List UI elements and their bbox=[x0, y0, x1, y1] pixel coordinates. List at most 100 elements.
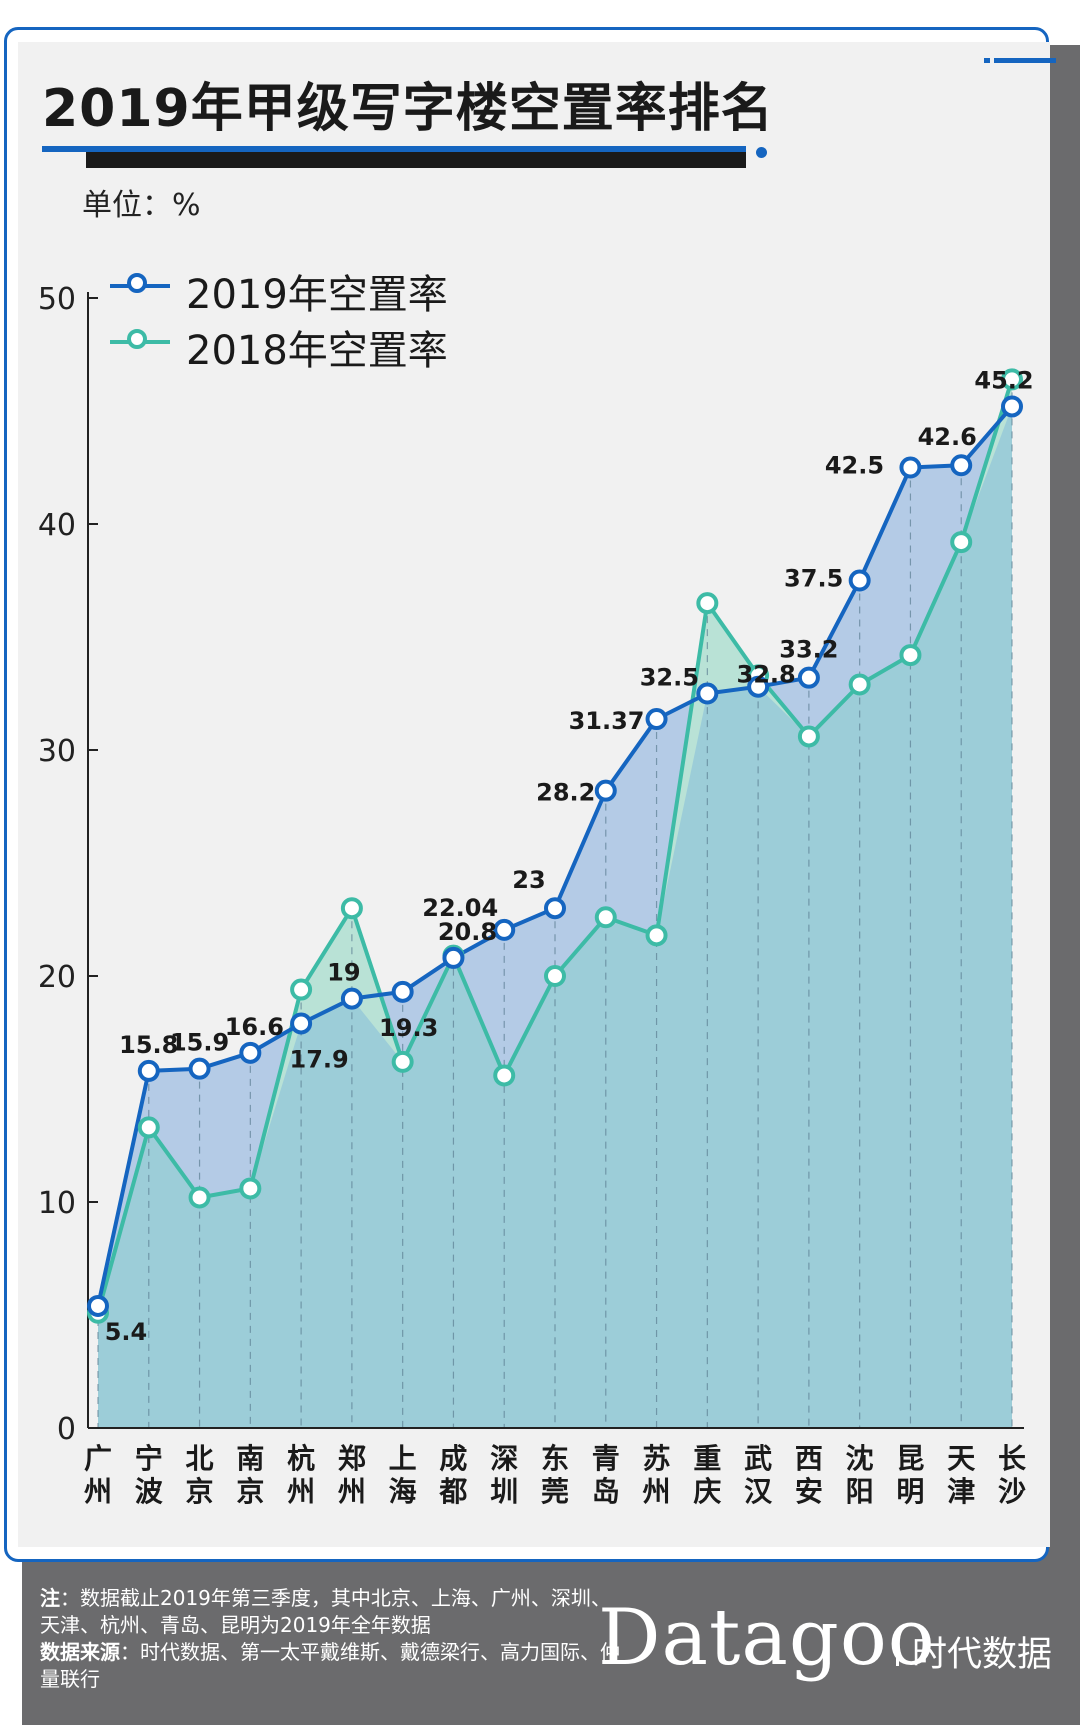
legend-item-2019: 2019年空置率 bbox=[110, 262, 530, 318]
point-2018 bbox=[340, 897, 363, 920]
data-label-2019: 15.9 bbox=[170, 1029, 229, 1057]
point-2019 bbox=[290, 1012, 313, 1035]
point-2019 bbox=[797, 666, 820, 689]
x-tick-label: 波 bbox=[135, 1475, 164, 1508]
brand-subtitle: 时代数据 bbox=[912, 1635, 1053, 1675]
corner-deco-dot bbox=[984, 58, 990, 63]
x-tick-label: 圳 bbox=[490, 1475, 518, 1508]
x-tick-label: 都 bbox=[438, 1475, 467, 1508]
source-text: ：时代数据、第一太平戴维斯、戴德梁行、高力国际、仲量联行 bbox=[40, 1640, 620, 1691]
point-2019 bbox=[493, 918, 516, 941]
point-2018 bbox=[188, 1186, 211, 1209]
data-label-2019: 45.2 bbox=[974, 366, 1033, 394]
point-2019 bbox=[442, 946, 465, 969]
point-2018 bbox=[950, 531, 973, 554]
point-2018 bbox=[645, 924, 668, 947]
point-2019 bbox=[239, 1041, 262, 1064]
x-tick-label: 东 bbox=[541, 1442, 569, 1475]
x-tick-label: 沈 bbox=[846, 1442, 874, 1475]
legend-marker-2018 bbox=[127, 329, 147, 349]
y-tick-label: 40 bbox=[38, 508, 76, 543]
data-label-2019: 23 bbox=[512, 866, 545, 894]
x-tick-label: 重 bbox=[693, 1442, 721, 1475]
source-label: 数据来源 bbox=[40, 1640, 120, 1664]
x-tick-label: 长 bbox=[998, 1442, 1026, 1475]
point-2019 bbox=[87, 1294, 109, 1317]
title-underline-dot bbox=[756, 147, 767, 158]
legend-label-2018: 2018年空置率 bbox=[186, 328, 448, 374]
data-label-2019: 31.37 bbox=[569, 707, 645, 735]
x-tick-label: 阳 bbox=[846, 1475, 874, 1508]
data-label-2019: 19 bbox=[327, 959, 360, 987]
x-tick-label: 南 bbox=[236, 1442, 264, 1475]
x-tick-label: 武 bbox=[744, 1442, 772, 1475]
x-tick-label: 宁 bbox=[135, 1442, 163, 1475]
x-tick-label: 青 bbox=[592, 1442, 620, 1475]
data-label-2019: 32.8 bbox=[737, 661, 796, 689]
point-2019 bbox=[391, 980, 414, 1003]
point-2019 bbox=[137, 1059, 160, 1082]
point-2019 bbox=[594, 779, 617, 802]
data-label-2019: 16.6 bbox=[225, 1013, 284, 1041]
point-2018 bbox=[696, 592, 719, 615]
data-label-2019: 42.6 bbox=[918, 423, 977, 451]
x-tick-label: 庆 bbox=[693, 1475, 721, 1508]
x-tick-label: 州 bbox=[643, 1475, 671, 1508]
point-2019 bbox=[950, 454, 973, 477]
point-2019 bbox=[544, 897, 566, 920]
data-label-2019: 33.2 bbox=[779, 636, 838, 664]
point-2019 bbox=[899, 456, 922, 479]
brand-separator bbox=[896, 1630, 899, 1666]
chart-title: 2019年甲级写字楼空置率排名 bbox=[42, 79, 774, 139]
x-tick-label: 广 bbox=[84, 1442, 112, 1475]
data-label-2019: 28.2 bbox=[536, 779, 595, 807]
data-label-2019: 19.3 bbox=[379, 1014, 438, 1042]
x-tick-label: 州 bbox=[84, 1475, 112, 1508]
data-label-2019: 15.8 bbox=[119, 1031, 178, 1059]
legend-marker-2019 bbox=[127, 273, 147, 293]
point-2018 bbox=[137, 1116, 160, 1139]
point-2018 bbox=[797, 725, 820, 748]
y-tick-label: 20 bbox=[38, 960, 76, 995]
line-chart: 01020304050广州宁波北京南京杭州郑州上海成都深圳东莞青岛苏州重庆武汉西… bbox=[38, 282, 1034, 1508]
unit-label: 单位：% bbox=[82, 188, 201, 223]
data-label-2019: 17.9 bbox=[290, 1045, 349, 1073]
x-tick-label: 岛 bbox=[592, 1475, 620, 1508]
y-tick-label: 10 bbox=[38, 1186, 76, 1221]
x-tick-label: 成 bbox=[439, 1442, 467, 1475]
note-label: 注 bbox=[40, 1586, 60, 1610]
point-2018 bbox=[899, 644, 922, 667]
data-label-2019: 22.04 bbox=[422, 894, 498, 922]
note-text: ：数据截止2019年第三季度，其中北京、上海、广州、深圳、天津、杭州、青岛、昆明… bbox=[40, 1586, 611, 1637]
point-2018 bbox=[1001, 368, 1023, 391]
x-tick-label: 北 bbox=[186, 1442, 214, 1475]
x-tick-label: 天 bbox=[947, 1442, 975, 1475]
footer-notes: 注：数据截止2019年第三季度，其中北京、上海、广州、深圳、天津、杭州、青岛、昆… bbox=[40, 1585, 620, 1693]
data-label-2019: 20.8 bbox=[438, 918, 497, 946]
x-tick-label: 明 bbox=[896, 1475, 924, 1508]
footer-note: 注：数据截止2019年第三季度，其中北京、上海、广州、深圳、天津、杭州、青岛、昆… bbox=[40, 1585, 620, 1639]
point-2019 bbox=[645, 708, 668, 731]
x-tick-label: 上 bbox=[389, 1442, 417, 1475]
x-tick-label: 州 bbox=[338, 1475, 366, 1508]
area-2018 bbox=[98, 406, 1012, 1428]
x-tick-label: 郑 bbox=[338, 1442, 366, 1475]
data-label-2019: 37.5 bbox=[784, 565, 843, 593]
point-2019 bbox=[1001, 395, 1023, 418]
x-tick-label: 安 bbox=[795, 1475, 823, 1508]
point-2019 bbox=[696, 682, 719, 705]
x-tick-label: 京 bbox=[236, 1475, 264, 1508]
brand-logo: Datagoo bbox=[598, 1593, 936, 1683]
point-2018 bbox=[290, 978, 313, 1001]
point-2018 bbox=[848, 673, 871, 696]
data-label-2019: 5.4 bbox=[105, 1318, 148, 1346]
point-2018 bbox=[239, 1177, 262, 1200]
x-tick-label: 莞 bbox=[541, 1475, 569, 1508]
data-label-2019: 42.5 bbox=[825, 452, 884, 480]
x-tick-label: 京 bbox=[186, 1475, 214, 1508]
x-tick-label: 沙 bbox=[998, 1475, 1026, 1508]
x-tick-label: 杭 bbox=[287, 1442, 315, 1475]
footer-source: 数据来源：时代数据、第一太平戴维斯、戴德梁行、高力国际、仲量联行 bbox=[40, 1639, 620, 1693]
title-underline-blue bbox=[42, 146, 746, 152]
